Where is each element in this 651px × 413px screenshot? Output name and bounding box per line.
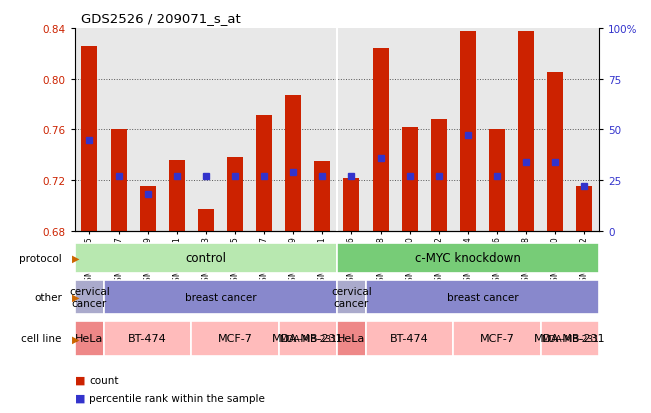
FancyBboxPatch shape bbox=[541, 322, 599, 356]
Text: ▶: ▶ bbox=[72, 253, 79, 263]
Bar bbox=[256, 116, 272, 231]
Bar bbox=[431, 120, 447, 231]
Text: HeLa: HeLa bbox=[76, 334, 104, 344]
Bar bbox=[81, 47, 98, 231]
Bar bbox=[314, 162, 330, 231]
FancyBboxPatch shape bbox=[453, 322, 541, 356]
FancyBboxPatch shape bbox=[337, 322, 366, 356]
Text: protocol: protocol bbox=[19, 253, 62, 263]
Text: cell line: cell line bbox=[21, 334, 62, 344]
Bar bbox=[460, 31, 476, 231]
FancyBboxPatch shape bbox=[337, 280, 366, 314]
Bar bbox=[372, 49, 389, 231]
Text: ■: ■ bbox=[75, 393, 85, 403]
FancyBboxPatch shape bbox=[104, 280, 337, 314]
Text: c-MYC knockdown: c-MYC knockdown bbox=[415, 252, 521, 265]
Bar bbox=[576, 187, 592, 231]
Bar bbox=[518, 31, 534, 231]
Text: breast cancer: breast cancer bbox=[185, 292, 256, 302]
FancyBboxPatch shape bbox=[75, 280, 104, 314]
FancyBboxPatch shape bbox=[75, 322, 104, 356]
Text: MCF-7: MCF-7 bbox=[217, 334, 253, 344]
Text: HeLa: HeLa bbox=[337, 334, 366, 344]
Text: ▶: ▶ bbox=[72, 292, 79, 302]
Text: ▶: ▶ bbox=[72, 334, 79, 344]
Bar bbox=[198, 210, 214, 231]
FancyBboxPatch shape bbox=[337, 243, 599, 273]
Text: ■: ■ bbox=[75, 375, 85, 385]
Text: GDS2526 / 209071_s_at: GDS2526 / 209071_s_at bbox=[81, 12, 241, 25]
Text: MDA-MB-231: MDA-MB-231 bbox=[541, 334, 599, 343]
Text: percentile rank within the sample: percentile rank within the sample bbox=[89, 393, 265, 403]
Text: breast cancer: breast cancer bbox=[447, 292, 518, 302]
Bar bbox=[111, 130, 126, 231]
Text: MDA-MB-231: MDA-MB-231 bbox=[272, 334, 344, 344]
Text: cervical
cancer: cervical cancer bbox=[69, 287, 110, 308]
Text: other: other bbox=[34, 292, 62, 302]
FancyBboxPatch shape bbox=[366, 322, 453, 356]
FancyBboxPatch shape bbox=[366, 280, 599, 314]
FancyBboxPatch shape bbox=[191, 322, 279, 356]
Bar bbox=[285, 96, 301, 231]
Text: MDA-MB-231: MDA-MB-231 bbox=[279, 334, 337, 343]
Bar bbox=[402, 128, 418, 231]
Text: BT-474: BT-474 bbox=[391, 334, 429, 344]
Bar bbox=[344, 178, 359, 231]
Bar bbox=[547, 73, 563, 231]
Text: MDA-MB-231: MDA-MB-231 bbox=[534, 334, 605, 344]
Bar bbox=[227, 158, 243, 231]
Text: count: count bbox=[89, 375, 118, 385]
Bar bbox=[140, 187, 156, 231]
FancyBboxPatch shape bbox=[104, 322, 191, 356]
Bar bbox=[169, 161, 185, 231]
Text: control: control bbox=[186, 252, 227, 265]
FancyBboxPatch shape bbox=[75, 243, 337, 273]
Text: MCF-7: MCF-7 bbox=[480, 334, 514, 344]
Bar bbox=[489, 130, 505, 231]
FancyBboxPatch shape bbox=[279, 322, 337, 356]
Text: cervical
cancer: cervical cancer bbox=[331, 287, 372, 308]
Text: BT-474: BT-474 bbox=[128, 334, 167, 344]
